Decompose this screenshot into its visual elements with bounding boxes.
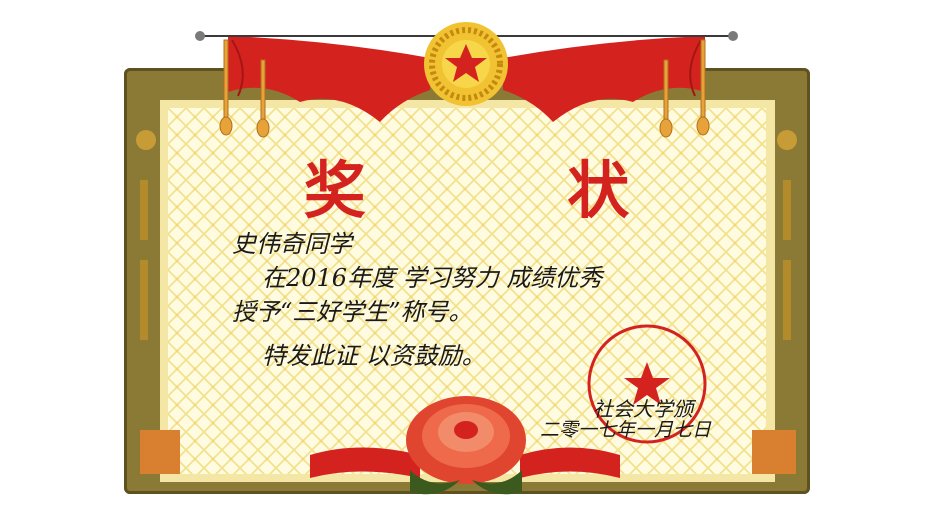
body-line-1: 在2016年度 学习努力 成绩优秀 [262, 264, 603, 292]
issue-date: 二零一七年一月七日 [540, 419, 712, 441]
issuer-name: 社会大学颁 [593, 397, 693, 421]
ribbon-icon [310, 447, 620, 478]
curtain-icon [195, 31, 738, 122]
official-seal-icon [587, 324, 707, 444]
certificate-title: 奖 状 [303, 154, 720, 227]
star-emblem-icon [424, 22, 508, 106]
body-line-2: 授予“三好学生”称号。 [232, 298, 473, 326]
corner-motif-icon [140, 430, 796, 474]
certificate-paper [168, 108, 766, 474]
tassel-icon [219, 39, 710, 138]
frame-ornaments-icon [136, 130, 797, 340]
recipient-name: 史伟奇同学 [232, 230, 352, 258]
body-line-3: 特发此证 以资鼓励。 [262, 342, 486, 370]
peony-flower-icon [406, 396, 526, 495]
